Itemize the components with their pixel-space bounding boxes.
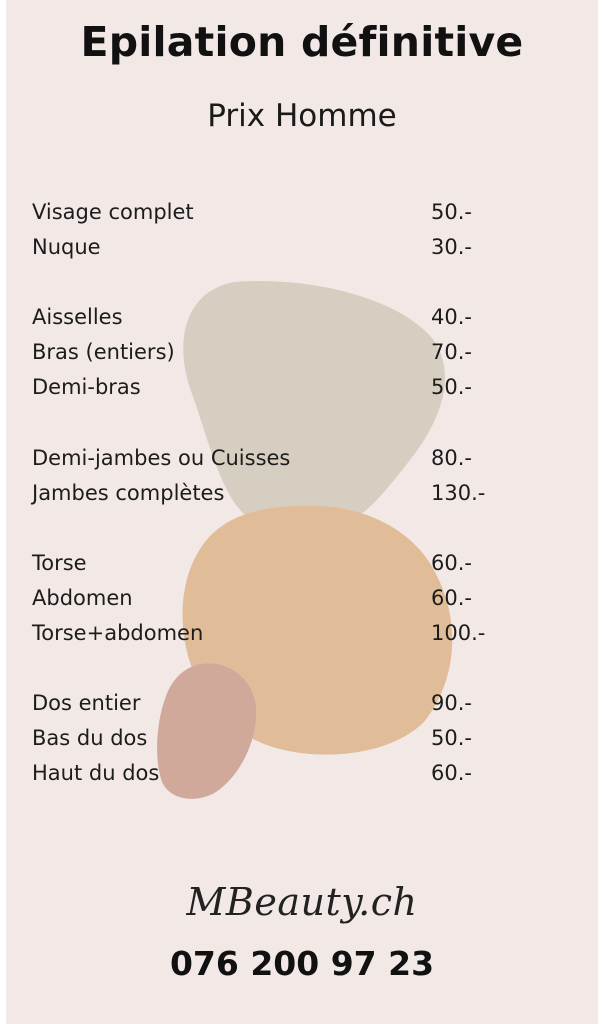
price-row: Abdomen 60.- xyxy=(32,586,572,618)
service-price: 130.- xyxy=(431,481,486,505)
service-price: 60.- xyxy=(431,761,472,785)
service-label: Haut du dos xyxy=(32,761,160,785)
service-price: 50.- xyxy=(431,375,472,399)
service-label: Nuque xyxy=(32,235,101,259)
service-label: Torse+abdomen xyxy=(32,621,204,645)
page-subtitle: Prix Homme xyxy=(207,98,397,134)
service-label: Aisselles xyxy=(32,305,123,329)
service-price: 70.- xyxy=(431,340,472,364)
decorative-blobs xyxy=(157,280,453,799)
service-price: 90.- xyxy=(431,691,472,715)
service-label: Abdomen xyxy=(32,586,133,610)
sage-blob xyxy=(183,280,445,530)
service-label: Bas du dos xyxy=(32,726,148,750)
service-price: 60.- xyxy=(431,586,472,610)
page-title: Epilation définitive xyxy=(80,18,524,66)
service-label: Visage complet xyxy=(32,200,194,224)
price-row: Haut du dos 60.- xyxy=(32,761,572,793)
price-row: Torse+abdomen 100.- xyxy=(32,621,572,653)
price-row: Jambes complètes 130.- xyxy=(32,481,572,513)
service-price: 40.- xyxy=(431,305,472,329)
service-price: 50.- xyxy=(431,200,472,224)
service-label: Demi-bras xyxy=(32,375,141,399)
price-row: Aisselles 40.- xyxy=(32,305,572,337)
price-row: Bras (entiers) 70.- xyxy=(32,340,572,372)
service-price: 100.- xyxy=(431,621,486,645)
flyer-page: Epilation définitive Prix Homme Visage c… xyxy=(6,0,598,1024)
service-label: Torse xyxy=(32,551,87,575)
price-row: Dos entier 90.- xyxy=(32,691,572,723)
service-label: Dos entier xyxy=(32,691,141,715)
price-row: Visage complet 50.- xyxy=(32,200,572,232)
phone-number[interactable]: 076 200 97 23 xyxy=(169,944,435,983)
service-price: 80.- xyxy=(431,446,472,470)
price-row: Demi-jambes ou Cuisses 80.- xyxy=(32,446,572,478)
price-row: Torse 60.- xyxy=(32,551,572,583)
service-price: 30.- xyxy=(431,235,472,259)
price-row: Bas du dos 50.- xyxy=(32,726,572,758)
rose-blob xyxy=(157,663,257,799)
service-label: Demi-jambes ou Cuisses xyxy=(32,446,291,470)
service-label: Bras (entiers) xyxy=(32,340,175,364)
service-price: 60.- xyxy=(431,551,472,575)
price-row: Nuque 30.- xyxy=(32,235,572,267)
service-label: Jambes complètes xyxy=(32,481,225,505)
price-row: Demi-bras 50.- xyxy=(32,375,572,407)
service-price: 50.- xyxy=(431,726,472,750)
brand-logo: MBeauty.ch xyxy=(186,880,418,924)
